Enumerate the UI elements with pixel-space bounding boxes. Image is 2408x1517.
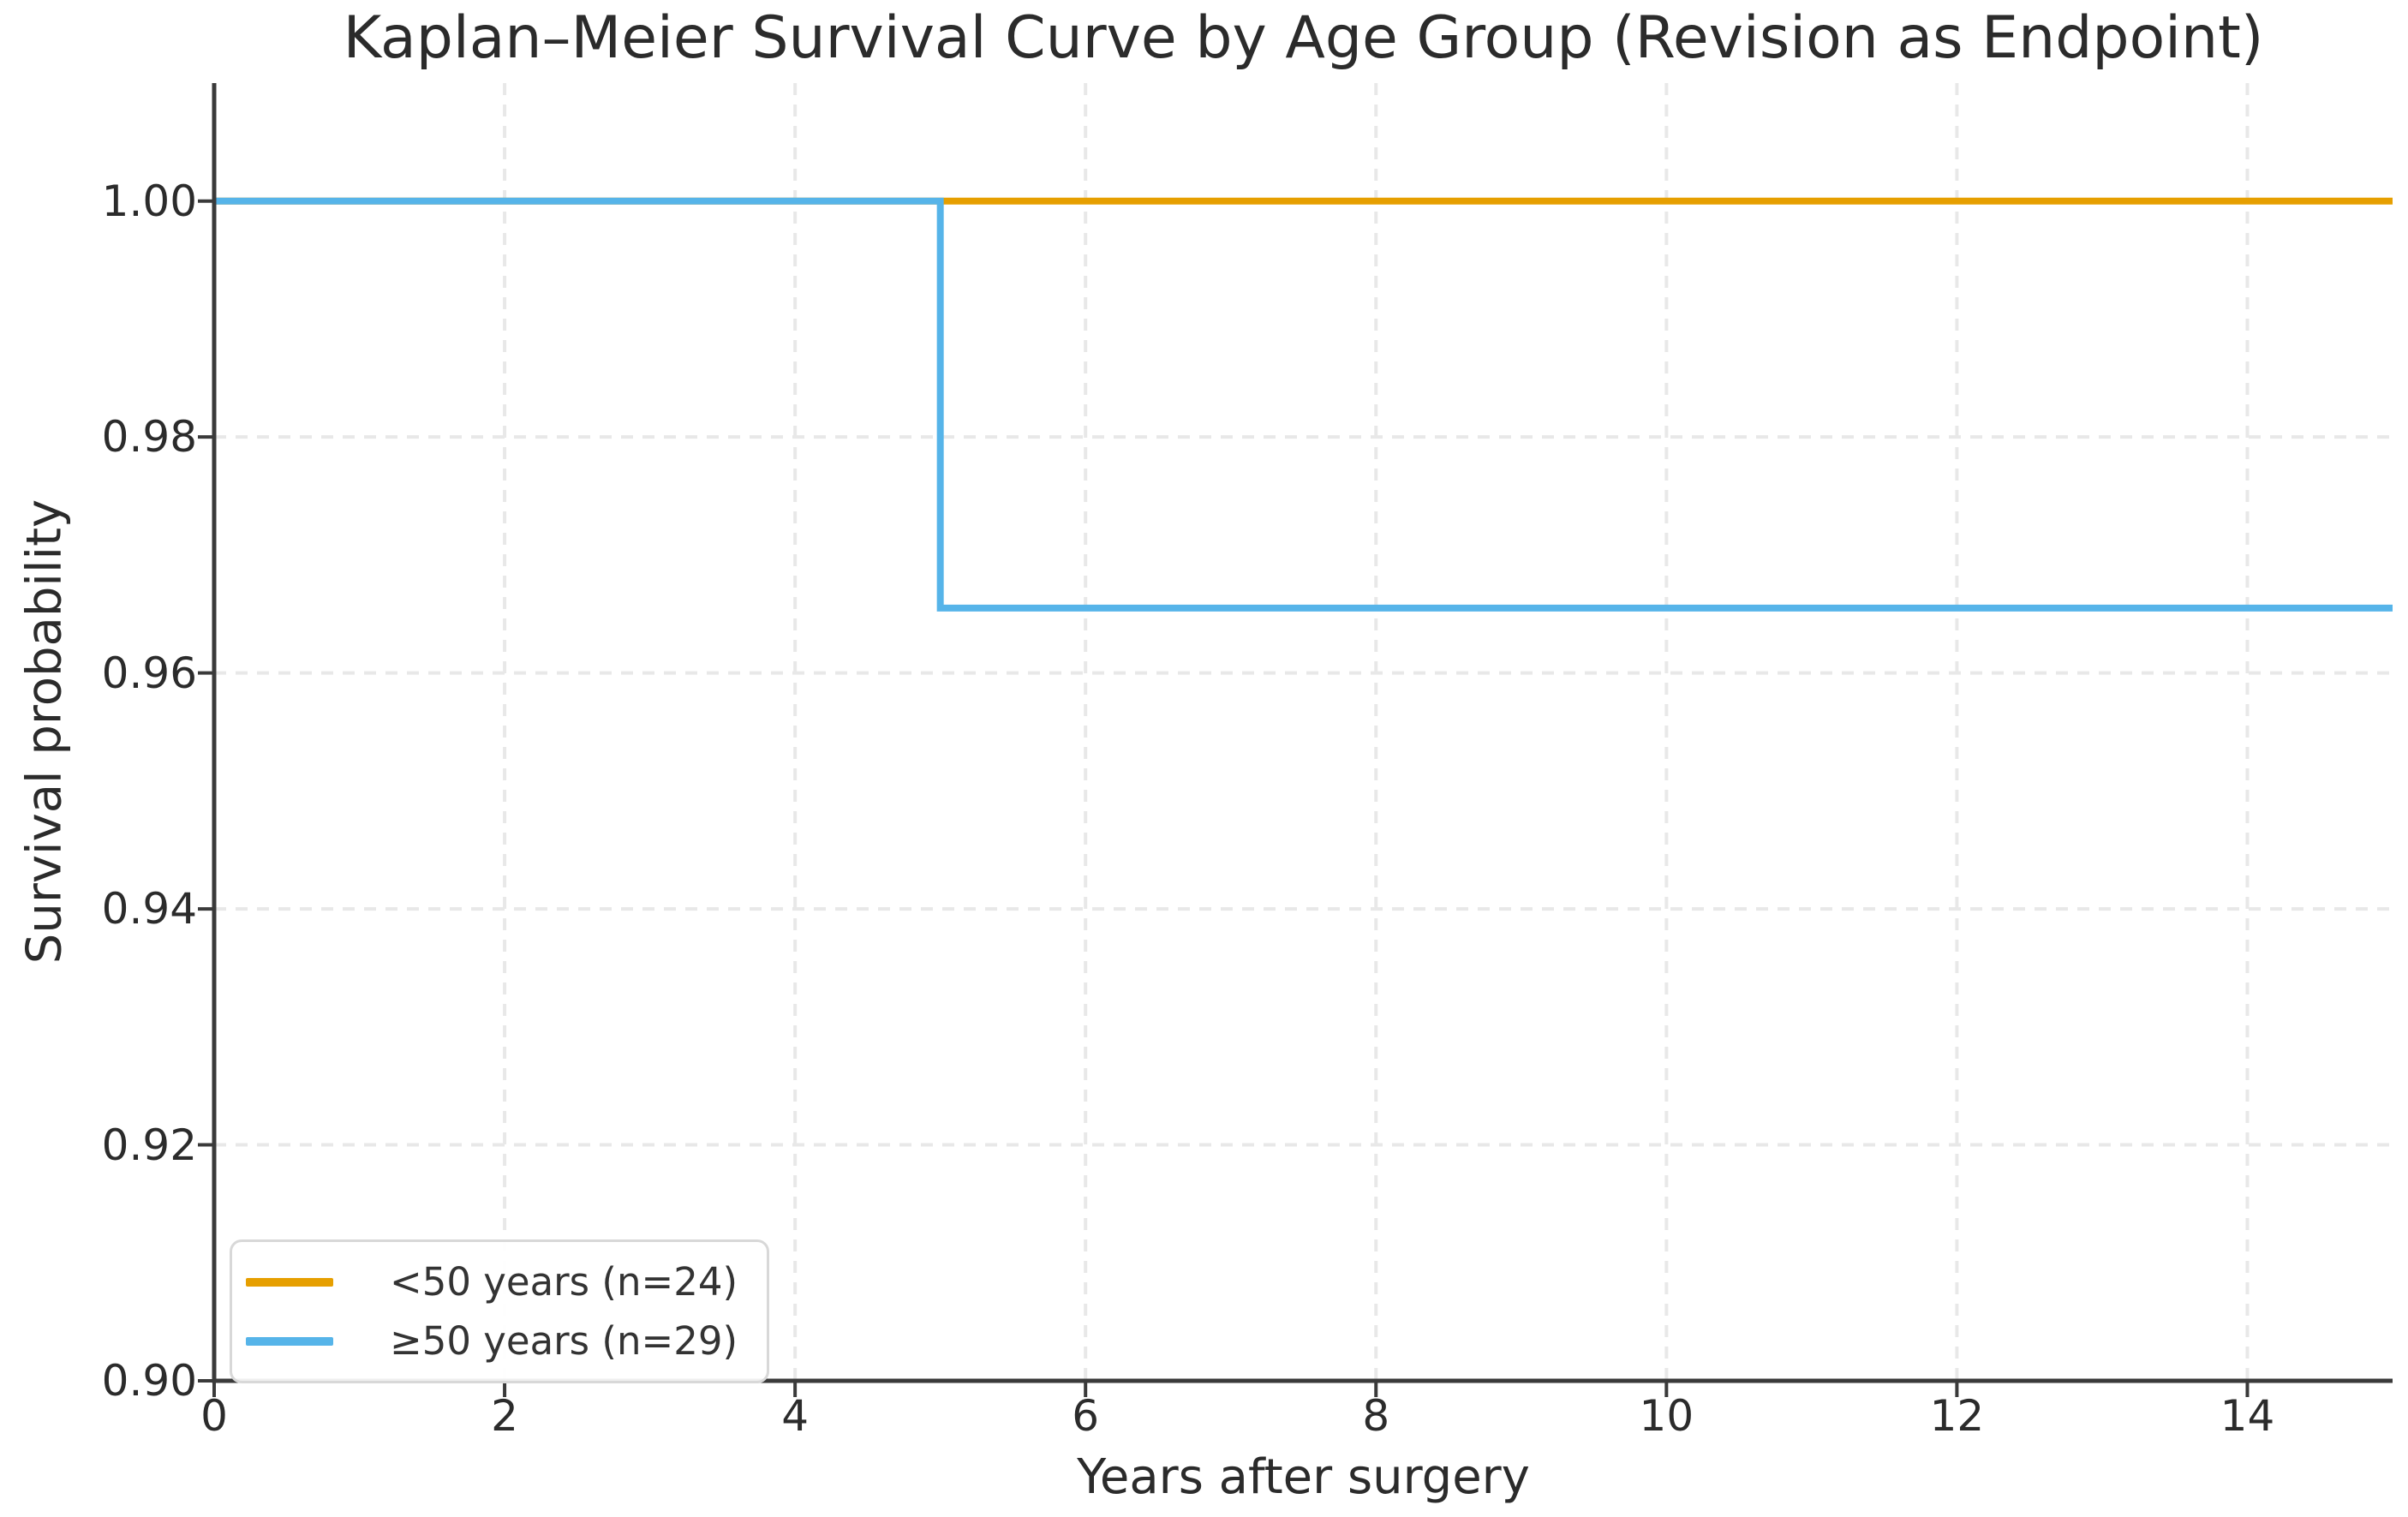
legend-line-swatch — [246, 1277, 333, 1287]
y-tick-label: 0.94 — [101, 884, 197, 935]
series-line-1 — [214, 197, 2393, 612]
legend-label: <50 years (n=24) — [390, 1259, 738, 1305]
legend-line-swatch — [246, 1336, 333, 1346]
legend-item: ≥50 years (n=29) — [246, 1318, 738, 1364]
x-axis-label: Years after surgery — [1077, 1449, 1530, 1505]
x-tick-label: 4 — [781, 1391, 810, 1441]
y-tick-label: 0.90 — [101, 1356, 197, 1406]
y-tick-label: 0.96 — [101, 648, 197, 698]
x-tick-label: 0 — [200, 1391, 228, 1441]
legend: <50 years (n=24) ≥50 years (n=29) — [230, 1239, 770, 1383]
legend-item: <50 years (n=24) — [246, 1259, 738, 1305]
y-tick-label: 0.92 — [101, 1120, 197, 1170]
chart-title: Kaplan–Meier Survival Curve by Age Group… — [343, 4, 2264, 72]
x-tick-label: 10 — [1639, 1391, 1694, 1441]
x-tick-label: 12 — [1929, 1391, 1985, 1441]
y-tick-label: 1.00 — [101, 176, 197, 226]
x-tick-label: 14 — [2220, 1391, 2275, 1441]
x-tick-label: 8 — [1362, 1391, 1390, 1441]
y-tick-label: 0.98 — [101, 412, 197, 463]
legend-label: ≥50 years (n=29) — [390, 1318, 738, 1364]
x-tick-label: 2 — [491, 1391, 518, 1441]
x-tick-label: 6 — [1072, 1391, 1100, 1441]
